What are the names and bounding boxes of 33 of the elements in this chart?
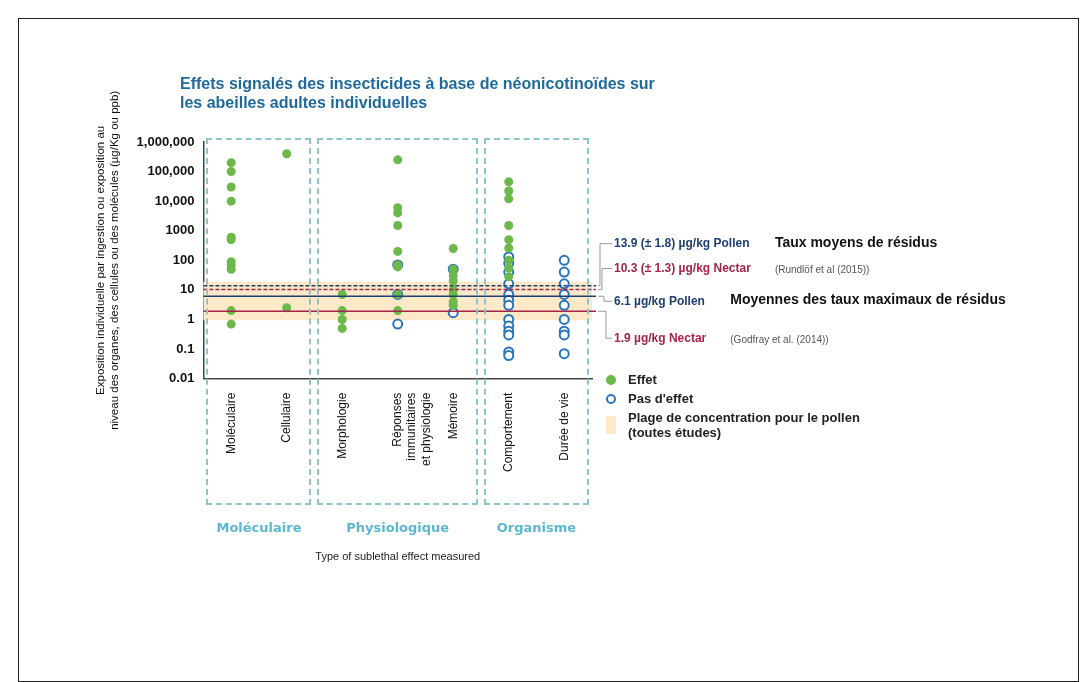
y-tick-label: 0.01 <box>169 370 195 386</box>
legend-label: Plage de concentration pour le pollen (toutes études) <box>628 410 861 440</box>
ref-line-label: 6.1 µg/kg Pollen <box>614 293 705 308</box>
text: (Rundlöf et al (2015)) <box>774 264 870 276</box>
text: (Godfray et al. (2014)) <box>730 333 829 345</box>
text: Moyennes des taux maximaux de résidus <box>730 291 1006 308</box>
chart-title: Effets signalés des insecticides à base de néonicotinoïdes sur les abeilles adultes individuelles <box>180 74 656 112</box>
y-tick-label: 10,000 <box>154 192 195 208</box>
y-tick-label: 100 <box>172 251 195 267</box>
y-tick-label: 1000 <box>165 222 195 238</box>
x-tick-label: Morphologie <box>334 392 349 459</box>
ref-line-label: 10.3 (± 1.3) µg/kg Nectar <box>614 260 752 275</box>
text: Physiologique <box>346 520 450 536</box>
y-tick-label: 100,000 <box>147 163 195 179</box>
text: Moléculaire <box>216 520 302 536</box>
text: Taux moyens de résidus <box>774 233 938 250</box>
ref-line-label: 1.9 µg/kg Nectar <box>614 330 707 345</box>
text: Organisme <box>496 520 577 536</box>
y-tick-label: 1 <box>187 311 195 327</box>
legend-label: Effet <box>628 372 657 387</box>
y-axis-title: Exposition individuelle par ingestion ou exposition au niveau des organes, des cellules ou des molécules (µg/Kg ou ppb) <box>94 90 120 430</box>
y-tick-label: 0.1 <box>176 340 195 356</box>
ref-line-label: 13.9 (± 1.8) µg/kg Pollen <box>614 235 750 250</box>
y-tick-label: 10 <box>179 281 195 297</box>
text: Type of sublethal effect measured <box>315 549 481 562</box>
x-tick-label: Réponses immunitaires et physiologie <box>390 392 433 467</box>
x-tick-label: Cellulaire <box>279 392 294 443</box>
x-tick-label: Comportement <box>501 391 516 473</box>
x-tick-label: Durée de vie <box>556 392 571 461</box>
legend-label: Pas d'effet <box>628 391 694 406</box>
y-tick-label: 1,000,000 <box>136 133 195 149</box>
x-tick-label: Mémoire <box>445 392 460 440</box>
x-tick-label: Moléculaire <box>223 392 238 454</box>
